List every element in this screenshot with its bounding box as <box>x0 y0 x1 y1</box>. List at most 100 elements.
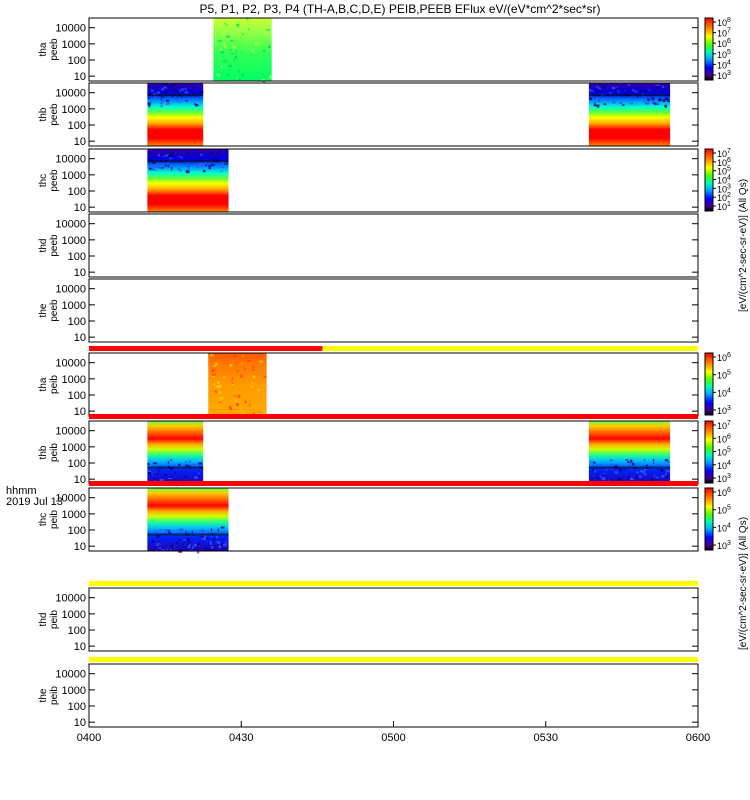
speckle <box>594 470 597 473</box>
speckle <box>231 30 233 34</box>
speckle <box>607 479 610 481</box>
speckle <box>240 408 242 410</box>
speckle <box>222 32 225 35</box>
speckle <box>612 100 616 104</box>
speckle <box>166 164 170 168</box>
speckle <box>233 58 235 62</box>
speckle <box>154 167 156 171</box>
speckle <box>269 75 273 79</box>
speckle <box>171 83 174 85</box>
speckle <box>186 538 190 542</box>
colorbar-scale <box>704 352 714 416</box>
speckle <box>147 462 150 466</box>
speckle <box>214 362 218 366</box>
speckle <box>203 535 207 539</box>
y-tick-label: 10000 <box>55 88 86 100</box>
speckle <box>653 86 657 88</box>
speckle <box>148 472 150 475</box>
speckle <box>223 23 226 25</box>
speckle <box>251 368 255 371</box>
speckle <box>599 89 602 92</box>
y-tick-label: 10000 <box>55 669 86 681</box>
speckle <box>263 32 268 35</box>
speckle <box>225 24 229 26</box>
speckle <box>657 468 659 470</box>
speckle <box>187 152 190 155</box>
y-tick-label: 100 <box>68 525 86 537</box>
y-tick-label: 1000 <box>62 374 86 386</box>
speckle <box>175 542 179 544</box>
y-tick-label: 1000 <box>62 442 86 454</box>
panel-thb-peeb: 10000 1000 100 10 thb peeb <box>38 82 699 148</box>
speckle <box>176 149 180 151</box>
speckle <box>598 89 600 92</box>
speckle <box>266 29 271 31</box>
speckle <box>654 475 656 478</box>
panel-thd-peeb: 10000 1000 100 10 thd peeb <box>38 213 699 279</box>
speckle <box>149 168 153 170</box>
y-tick-label: 10 <box>74 541 86 553</box>
speckle <box>197 474 200 476</box>
speckle <box>208 166 211 170</box>
colorbar-tick-label: 102 <box>717 192 731 203</box>
speckle <box>148 97 150 100</box>
speckle <box>153 462 157 465</box>
speckle <box>618 465 621 467</box>
status-bar-thc-0 <box>89 481 698 486</box>
speckle <box>589 460 594 463</box>
speckle <box>612 87 616 90</box>
spectrogram-thb-peib-0 <box>147 421 204 487</box>
colorbar-tick-label: 105 <box>717 370 731 381</box>
speckle <box>641 470 646 474</box>
panel-label-instrument: peeb <box>49 234 60 257</box>
speckle <box>616 86 618 88</box>
speckle <box>594 102 596 106</box>
speckle <box>226 35 230 38</box>
speckle <box>225 149 228 152</box>
panel-label-instrument: peib <box>49 375 60 394</box>
speckle <box>148 150 152 154</box>
panel-label-probe: thc <box>38 513 49 526</box>
spectrogram-dark-line <box>147 533 229 536</box>
speckle <box>231 52 234 55</box>
speckle <box>175 91 178 93</box>
speckle <box>211 163 215 167</box>
speckle <box>194 476 198 479</box>
speckle <box>174 84 177 87</box>
panel-tha-peeb: 10000 1000 100 10 tha peeb <box>38 17 699 83</box>
spectrogram-dark-line <box>147 94 204 97</box>
y-tick-label: 1000 <box>62 509 86 521</box>
speckle <box>196 550 200 554</box>
colorbar-tick-label: 103 <box>717 70 731 81</box>
speckle <box>148 105 151 108</box>
speckle <box>219 149 221 152</box>
speckle <box>168 157 173 159</box>
panel-label-instrument: peeb <box>49 103 60 126</box>
x-tick-label: 0430 <box>229 732 253 744</box>
speckle <box>185 164 188 167</box>
speckle <box>215 385 218 388</box>
spectrogram-block-thb-peib-0 <box>147 421 204 484</box>
speckle <box>160 98 162 101</box>
y-tick-label: 10000 <box>55 493 86 505</box>
speckle <box>150 166 154 168</box>
speckle <box>223 376 226 379</box>
speckle <box>652 459 655 462</box>
speckle <box>653 102 657 105</box>
speckle <box>218 545 222 549</box>
y-tick-label: 10 <box>74 136 86 148</box>
speckle <box>188 460 191 463</box>
speckle <box>167 84 172 88</box>
speckle <box>173 95 176 97</box>
colorbar-tick-label: 104 <box>717 387 731 398</box>
speckle <box>208 165 212 167</box>
speckle <box>247 359 251 362</box>
speckle <box>223 42 226 45</box>
colorbar-tick-label: 107 <box>717 28 731 39</box>
speckle <box>603 97 607 99</box>
speckle <box>594 88 596 91</box>
speckle <box>217 528 220 532</box>
speckle <box>226 363 229 365</box>
